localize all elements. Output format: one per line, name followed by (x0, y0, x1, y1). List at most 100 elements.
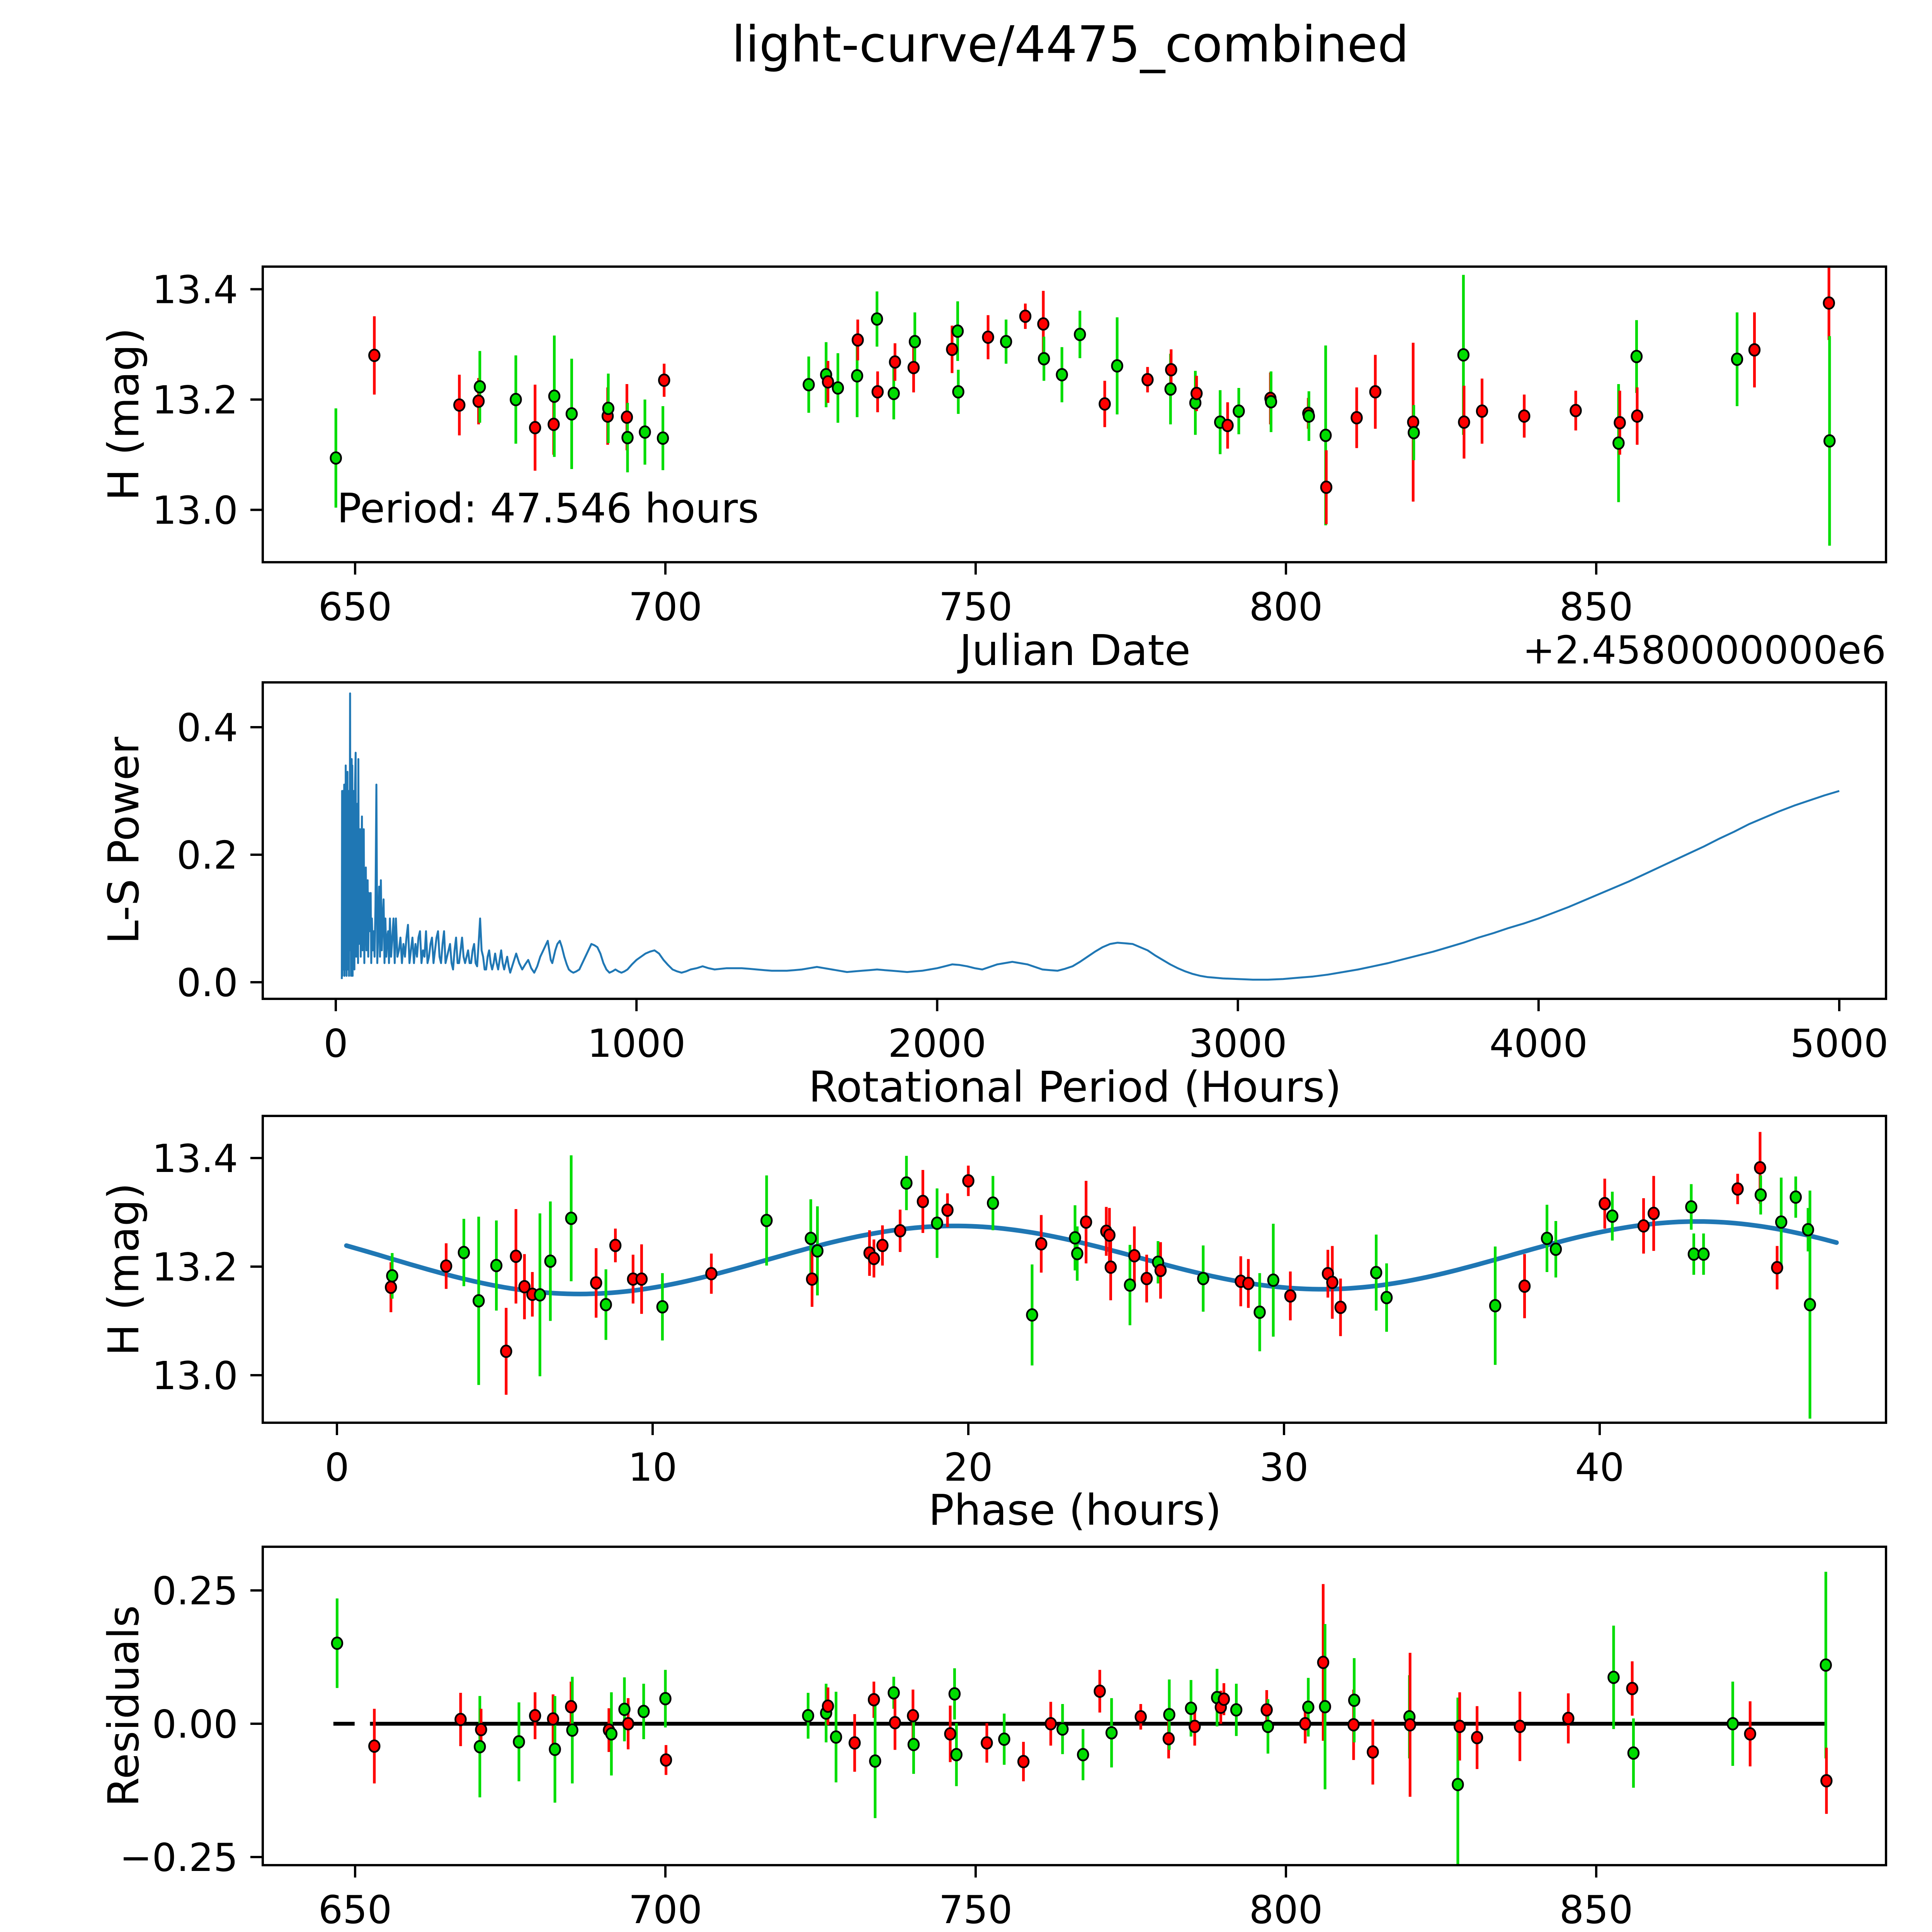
data-point-green (1163, 1708, 1175, 1721)
data-point-red (1162, 1732, 1175, 1745)
data-point-red (1017, 1755, 1030, 1769)
data-point-red (609, 1238, 622, 1252)
data-point-green (566, 1723, 578, 1737)
data-point-red (518, 1280, 531, 1294)
data-point-green (1606, 1209, 1619, 1223)
data-point-green (1253, 1305, 1266, 1319)
data-point-green (1489, 1299, 1502, 1313)
tick-label: 700 (629, 584, 702, 629)
data-point-green (1230, 1703, 1243, 1717)
data-point-green (474, 1740, 486, 1753)
data-point-green (950, 1748, 963, 1762)
data-point-red (660, 1753, 672, 1767)
data-point-green (513, 1735, 525, 1749)
data-point-red (941, 1203, 954, 1217)
data-point-red (529, 421, 541, 435)
data-point-red (1037, 317, 1049, 331)
data-point-green (1630, 350, 1643, 363)
data-point-green (851, 369, 864, 383)
data-point-red (1647, 1207, 1660, 1220)
data-point-red (1350, 411, 1363, 425)
tick-label: 13.2 (152, 1245, 238, 1290)
panel-phase-model (344, 1219, 1839, 1296)
data-point-red (1476, 404, 1488, 418)
data-point-green (1408, 426, 1420, 439)
data-point-green (760, 1214, 773, 1227)
data-point-green (565, 1211, 577, 1225)
data-point-red (1094, 1684, 1106, 1698)
data-point-red (1317, 1656, 1330, 1669)
tick-label: 40 (1575, 1445, 1624, 1490)
tick-label: 0.00 (152, 1702, 238, 1747)
data-point-green (888, 387, 900, 400)
panel-jd_scatter-points (330, 267, 1836, 546)
data-point-red (867, 1252, 880, 1265)
data-point-green (639, 425, 651, 439)
data-point-green (1074, 328, 1086, 341)
data-point-green (998, 1732, 1010, 1746)
data-point-red (1404, 1718, 1416, 1732)
tick-label: 850 (1560, 1887, 1633, 1932)
data-point-green (908, 335, 921, 349)
data-point-red (1771, 1261, 1783, 1275)
data-point-green (549, 1742, 561, 1756)
data-point-green (656, 431, 669, 445)
data-point-green (1077, 1748, 1089, 1762)
panel-residuals-points (331, 1571, 1833, 1865)
data-point-red (1458, 415, 1470, 429)
tick-label: 800 (1249, 1887, 1323, 1932)
data-point-green (1197, 1272, 1209, 1286)
data-point-red (384, 1281, 397, 1294)
data-point-red (907, 361, 920, 374)
data-point-red (917, 1195, 929, 1208)
tick-label: 650 (318, 1887, 392, 1932)
panel-residuals-axes: 650 700 750 800 850 −0.25 0.00 0.25 (120, 1546, 1887, 1932)
data-point-green (1056, 368, 1068, 382)
data-point-red (1019, 310, 1032, 323)
tick-label: 13.4 (152, 267, 238, 313)
data-point-green (803, 378, 815, 391)
data-point-green (621, 431, 634, 444)
data-point-red (1099, 397, 1111, 411)
data-point-red (590, 1276, 602, 1290)
data-point-green (1320, 429, 1332, 442)
tick-label: 4000 (1490, 1021, 1588, 1066)
data-point-green (830, 1730, 842, 1744)
data-point-green (1105, 1726, 1118, 1740)
panel2-x-axis-label: Rotational Period (Hours) (808, 1062, 1342, 1112)
data-point-green (1607, 1670, 1620, 1684)
data-point-green (638, 1705, 650, 1718)
data-point-red (1334, 1301, 1347, 1314)
panel4-x-axis-label: Julian Date (959, 1928, 1190, 1932)
data-point-red (1367, 1745, 1379, 1759)
panel-jd_scatter-axes: 650 700 750 800 850 13.0 13.2 13.4 (152, 265, 1887, 629)
data-point-green (1823, 434, 1836, 448)
data-point-red (1221, 418, 1234, 432)
data-point-red (1514, 1719, 1526, 1733)
data-point-red (822, 375, 834, 389)
data-point-green (1754, 1188, 1767, 1202)
data-point-green (565, 407, 578, 421)
data-point-green (1802, 1223, 1814, 1236)
data-point-green (1370, 1266, 1383, 1279)
data-point-green (534, 1288, 546, 1302)
data-point-green (1687, 1247, 1700, 1261)
data-point-green (1267, 1273, 1279, 1287)
data-point-green (602, 401, 614, 415)
data-point-red (1128, 1249, 1141, 1263)
data-point-red (1614, 416, 1626, 430)
data-point-red (876, 1238, 889, 1252)
data-point-red (1260, 1703, 1273, 1717)
tick-label: 0.2 (177, 833, 238, 878)
data-point-green (386, 1269, 398, 1283)
data-point-red (635, 1272, 648, 1286)
data-point-green (1056, 1722, 1069, 1736)
data-point-red (1326, 1276, 1338, 1289)
data-point-green (490, 1259, 503, 1272)
data-point-red (1471, 1731, 1483, 1745)
tick-label: 650 (318, 584, 392, 629)
data-point-red (1731, 1182, 1744, 1196)
data-point-red (565, 1700, 577, 1714)
data-point-red (475, 1723, 487, 1736)
tick-label: 750 (939, 1887, 1013, 1932)
